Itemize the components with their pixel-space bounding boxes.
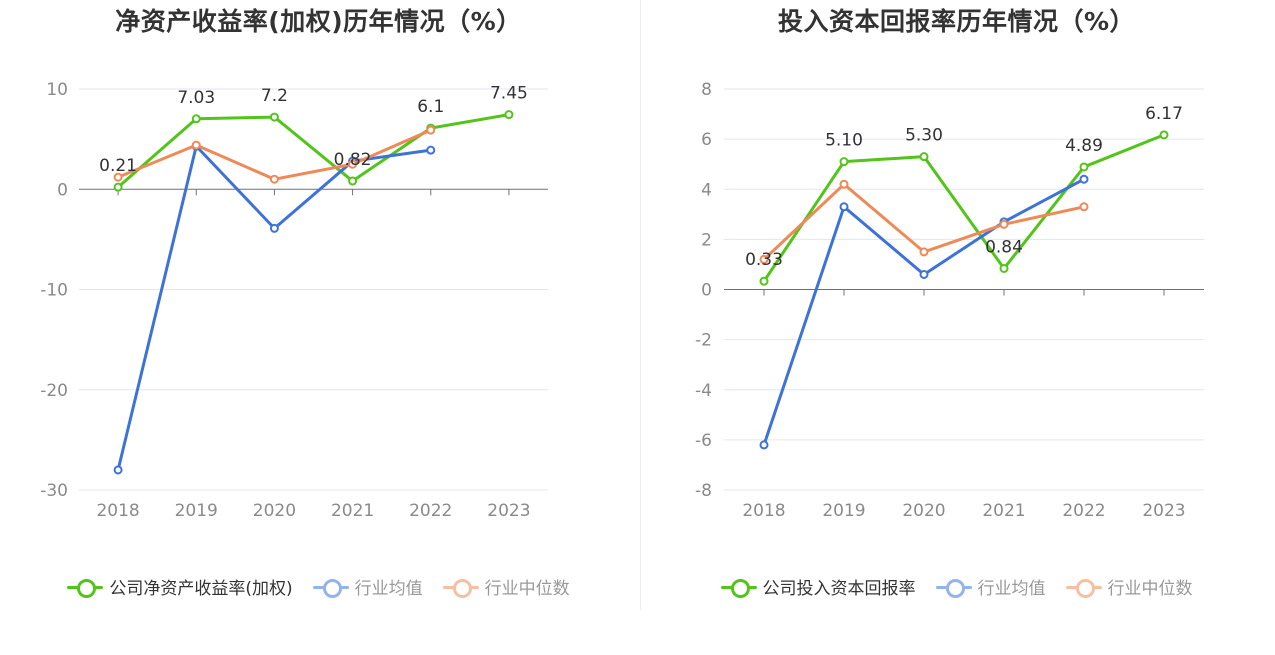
data-point-median	[348, 159, 358, 169]
data-point-median	[191, 140, 201, 150]
data-label: 0.33	[745, 250, 783, 270]
legend-item-median[interactable]: 行业中位数	[442, 574, 570, 599]
legend-item-company[interactable]: 公司投入资本回报率	[720, 574, 916, 599]
series-line-company	[762, 133, 1165, 283]
data-point-median	[919, 247, 929, 257]
legend-marker-icon	[67, 577, 104, 598]
data-label: 4.89	[1065, 136, 1103, 156]
roic-line-chart: 8 6 4 2 0 -2 -4 -6 -8 2018 2019 2020 2021 2022 2023 0.3…	[695, 80, 1204, 521]
legend-label: 公司净资产收益率(加权)	[109, 579, 293, 599]
data-label: 7.03	[177, 88, 215, 108]
legend-marker-icon	[720, 577, 757, 598]
data-label: 6.17	[1145, 104, 1183, 124]
legend-marker-icon	[1065, 577, 1102, 598]
chart-title: 投入资本回报率历年情况（%）	[777, 7, 1136, 36]
data-point-median	[839, 179, 849, 189]
legend-item-average[interactable]: 行业均值	[312, 574, 423, 599]
y-tick-label: 2	[701, 230, 712, 250]
data-label: 7.45	[490, 84, 528, 104]
x-tick-label: 2022	[409, 501, 452, 521]
chart-title: 净资产收益率(加权)历年情况（%）	[115, 7, 522, 36]
data-point-median	[999, 219, 1009, 229]
x-tick-label: 2023	[1142, 501, 1185, 521]
y-tick-label: 0	[57, 180, 68, 200]
roe-line-chart: 10 0 -10 -20 -30 2018 2019 2020 2021 2022 2023 0.21…	[40, 80, 548, 521]
legend-label: 公司投入资本回报率	[762, 579, 916, 599]
x-tick-label: 2021	[982, 501, 1025, 521]
data-label: 0.84	[985, 237, 1023, 257]
chart-legend: 公司投入资本回报率 行业均值 行业中位数	[638, 574, 1275, 599]
y-tick-label: -2	[695, 331, 712, 351]
data-point-company	[269, 112, 279, 122]
y-tick-label: 10	[46, 80, 68, 100]
x-tick-label: 2019	[175, 501, 218, 521]
legend-marker-icon	[935, 577, 972, 598]
x-tick-label: 2020	[253, 501, 296, 521]
data-point-median	[113, 172, 123, 182]
data-point-company	[919, 152, 929, 162]
roe-chart-panel: 净资产收益率(加权)历年情况（%） 10 0 -10 -20 -30 2018 2019 20…	[0, 0, 637, 655]
data-label: 5.10	[825, 131, 863, 151]
x-tick-label: 2023	[487, 501, 530, 521]
data-point-average	[1079, 174, 1089, 184]
data-point-median	[1079, 202, 1089, 212]
data-point-company	[999, 263, 1009, 273]
legend-item-average[interactable]: 行业均值	[935, 574, 1046, 599]
legend-item-company[interactable]: 公司净资产收益率(加权)	[67, 574, 293, 599]
y-tick-label: 0	[701, 281, 712, 301]
y-tick-label: -6	[695, 431, 712, 451]
y-tick-label: -4	[695, 381, 712, 401]
data-point-company	[1159, 130, 1169, 140]
data-point-average	[426, 145, 436, 155]
y-tick-label: 4	[701, 180, 712, 200]
data-point-company	[191, 114, 201, 124]
x-tick-label: 2021	[331, 501, 374, 521]
series-line-company	[117, 113, 510, 189]
y-tick-label: 8	[701, 80, 712, 100]
legend-marker-icon	[312, 577, 349, 598]
legend-label: 行业中位数	[1107, 579, 1193, 599]
data-point-company	[759, 276, 769, 286]
y-tick-label: -8	[695, 481, 712, 501]
data-point-average	[113, 465, 123, 475]
data-label: 0.21	[99, 156, 137, 176]
y-tick-label: -30	[40, 481, 68, 501]
x-tick-label: 2020	[902, 501, 945, 521]
legend-label: 行业均值	[977, 579, 1046, 599]
data-label: 0.82	[334, 150, 372, 170]
y-tick-label: -10	[40, 281, 68, 301]
x-tick-label: 2019	[822, 501, 865, 521]
data-point-median	[269, 174, 279, 184]
x-tick-label: 2022	[1062, 501, 1105, 521]
y-tick-label: 6	[701, 130, 712, 150]
roic-chart-panel: 投入资本回报率历年情况（%） 8 6 4 2 0 -2 -4 -6 -8 2018 2019 2020…	[638, 0, 1275, 655]
chart-legend: 公司净资产收益率(加权) 行业均值 行业中位数	[0, 574, 637, 599]
data-point-average	[269, 223, 279, 233]
x-tick-label: 2018	[96, 501, 139, 521]
panel-divider	[640, 0, 641, 610]
data-point-company	[1079, 162, 1089, 172]
y-tick-label: -20	[40, 381, 68, 401]
data-point-company	[839, 157, 849, 167]
data-point-company	[348, 176, 358, 186]
series-line-median	[117, 128, 432, 181]
legend-label: 行业中位数	[484, 579, 570, 599]
data-point-average	[839, 202, 849, 212]
data-point-median	[426, 125, 436, 135]
legend-label: 行业均值	[354, 579, 423, 599]
data-point-average	[759, 440, 769, 450]
series-line-average	[762, 177, 1085, 446]
data-label: 5.30	[905, 126, 943, 146]
legend-marker-icon	[442, 577, 479, 598]
data-point-company	[113, 182, 123, 192]
data-point-average	[919, 269, 929, 279]
data-label: 6.1	[417, 97, 444, 117]
data-point-median	[759, 254, 769, 264]
legend-item-median[interactable]: 行业中位数	[1065, 574, 1193, 599]
data-label: 7.2	[261, 86, 288, 106]
x-tick-label: 2018	[742, 501, 785, 521]
data-point-company	[504, 110, 514, 120]
